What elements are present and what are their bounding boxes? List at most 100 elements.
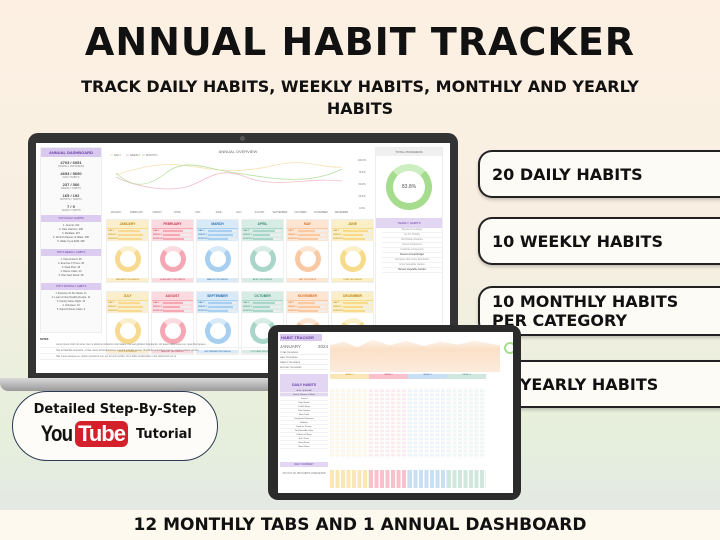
progress-fill (298, 309, 318, 313)
yearly-habit-item: Attend Conference (382, 243, 442, 248)
month-card-april: APRIL DAILY WEEKLY MONTHLY APRIL PROGRESS (241, 219, 284, 283)
top-list-item: 5. Plan Next Week: 38 (58, 274, 84, 277)
progress-row: DAILY (242, 229, 283, 233)
habit-name: No Phone After 9pm (280, 430, 328, 433)
progress-bar (118, 237, 146, 241)
top-list-item: 2. Learn A New Healthy Recipe: 11 (51, 296, 91, 299)
progress-bar (343, 237, 371, 241)
x-tick-label: AUGUST (255, 211, 266, 214)
progress-row: MONTHLY (152, 309, 193, 313)
y-tick-label: 75.0% (358, 171, 366, 174)
x-tick-label: FEBRUARY (130, 211, 143, 214)
month-card-september: SEPTEMBER DAILY WEEKLY MONTHLY SEPTEMBER PRO… (196, 291, 239, 355)
row-label: MONTHLY (288, 310, 299, 312)
notes-label: NOTES: (40, 338, 50, 341)
progress-bar (163, 229, 191, 233)
progress-bar (118, 233, 146, 237)
month-card-february: FEBRUARY DAILY WEEKLY MONTHLY FEBRUARY PROGR… (151, 219, 194, 283)
progress-bar (298, 309, 326, 313)
progress-fill (298, 305, 321, 309)
feature-text: 10 WEEKLY HABITS (492, 231, 663, 251)
progress-bar (163, 309, 191, 313)
progress-bar (118, 309, 146, 313)
row-label: WEEKLY (153, 234, 162, 236)
top-list-item: 3. Family Game Night: 10 (56, 300, 86, 303)
row-label: WEEKLY (243, 234, 252, 236)
yearly-habits-list: Weekend Getaway Go On Holiday Visit Distan… (376, 228, 442, 273)
row-label: MONTHLY (288, 238, 299, 240)
overview-title: ANNUAL OVERVIEW (219, 149, 258, 154)
progress-bar (343, 233, 371, 237)
legend-label: DAILY (114, 154, 121, 157)
habit-name: Read for 30 mins (280, 426, 328, 429)
habit-name: Journal (280, 398, 328, 401)
row-label: DAILY (333, 230, 340, 232)
month-name: JULY (107, 292, 148, 301)
progress-fill (343, 305, 363, 309)
yearly-habit-item: Celebrate Anniversary (382, 248, 442, 253)
youtube-logo-row: You Tube Tutorial (13, 421, 217, 447)
month-ring (159, 318, 186, 344)
dashboard-sidebar: ANNUAL DASHBOARD 4703 / 6051 OVERALL PROG… (40, 147, 102, 333)
youtube-tutorial-badge[interactable]: Detailed Step-By-Step You Tube Tutorial (12, 391, 218, 461)
progress-row: WEEKLY (242, 305, 283, 309)
badge-tutorial: Tutorial (135, 426, 192, 442)
habit-name: 8 Hours of Sleep (280, 434, 328, 437)
week-header: WEEK 4 (447, 374, 486, 379)
progress-row: MONTHLY (197, 237, 238, 241)
progress-row: MONTHLY (332, 309, 373, 313)
progress-row: WEEKLY (107, 305, 148, 309)
progress-bar (298, 229, 326, 233)
notes-line: Lorem ipsum dolor sit amet, mei cu albuc… (40, 342, 446, 348)
progress-bar (118, 301, 146, 305)
stat-label: WEEKLY HABITS (61, 187, 81, 190)
top-list-item: 4. Drink 8 Glasses of Water: 280 (52, 236, 90, 239)
progress-fill (118, 229, 141, 233)
yearly-habit-item: Harvest Vegetable Garden (382, 268, 442, 273)
progress-fill (253, 305, 270, 309)
yearly-habits-title: YEARLY HABITS (376, 218, 442, 228)
progress-fill (298, 237, 318, 241)
progress-bar (163, 305, 191, 309)
week-header: WEEK 3 (408, 374, 447, 379)
bottom-banner: 12 MONTHLY TABS AND 1 ANNUAL DASHBOARD (0, 510, 720, 540)
month-card-august: AUGUST DAILY WEEKLY MONTHLY AUGUST PROGRESS (151, 291, 194, 355)
month-card-october: OCTOBER DAILY WEEKLY MONTHLY OCTOBER PROGRES… (241, 291, 284, 355)
total-progress-title: TOTAL PROGRESS (376, 148, 442, 156)
progress-fill (118, 309, 142, 313)
month-card-june: JUNE DAILY WEEKLY MONTHLY JUNE PROGRESS (331, 219, 374, 283)
progress-bar (208, 237, 236, 241)
progress-bar (208, 301, 236, 305)
progress-bar (253, 229, 281, 233)
progress-bar (253, 233, 281, 237)
month-card-march: MARCH DAILY WEEKLY MONTHLY MARCH PROGRESS (196, 219, 239, 283)
daily-summary-label: DAILY SUMMARY (280, 462, 328, 467)
progress-fill (208, 233, 234, 237)
yearly-habit-item: Go On Holiday (382, 233, 442, 238)
daily-summary-text: 376 OUT OF 465 HABITS COMPLETED (282, 472, 326, 475)
youtube-logo-tube: Tube (75, 421, 128, 447)
x-tick-label: SEPTEMBER (273, 211, 288, 214)
progress-fill (298, 229, 315, 233)
row-label: DAILY (333, 302, 340, 304)
top-list-item: 5. Wake Up at 6AM: 268 (57, 240, 85, 243)
progress-row: DAILY (197, 301, 238, 305)
notes-line: Has movet denique eu, dolore suscipit id… (40, 354, 446, 360)
progress-label: MONTHLY PROGRESS (280, 367, 328, 370)
progress-row: DAILY (287, 229, 328, 233)
progress-row: WEEKLY (332, 233, 373, 237)
feature-text: 24 YEARLY HABITS (492, 374, 659, 394)
row-label: MONTHLY (153, 310, 164, 312)
yearly-habit-item: Weekend Getaway (382, 228, 442, 233)
tracker-progress-ring (504, 342, 513, 354)
progress-row: WEEKLY (287, 233, 328, 237)
progress-bar (118, 305, 146, 309)
habit-name: Drink 8 Glasses of Water (280, 394, 328, 397)
month-name: SEPTEMBER (197, 292, 238, 301)
x-tick-label: JULY (236, 211, 242, 214)
month-footer: AUGUST PROGRESS (152, 350, 193, 354)
row-label: WEEKLY (198, 306, 207, 308)
month-footer: MARCH PROGRESS (197, 278, 238, 282)
stat-value: 237 / 360 (62, 182, 80, 187)
row-label: WEEKLY (333, 306, 342, 308)
